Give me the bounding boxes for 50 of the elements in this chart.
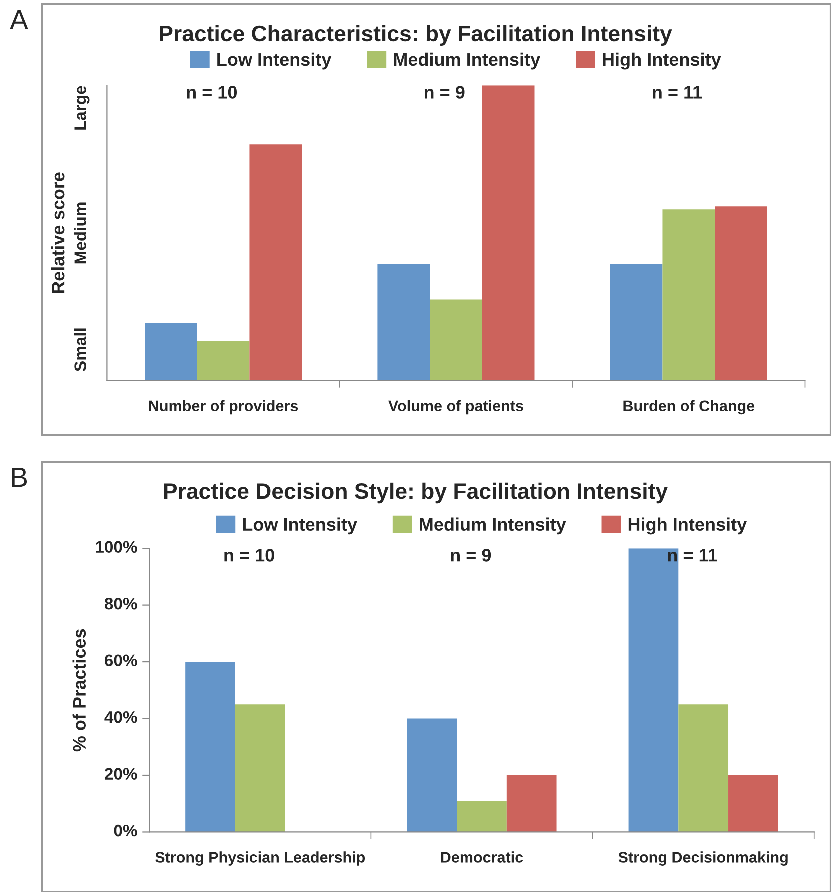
legend-label: High Intensity (603, 52, 722, 70)
annotation: n = 11 (668, 549, 718, 562)
bar (457, 801, 507, 832)
text: B (12, 468, 28, 488)
legend-label: Low Intensity (218, 52, 332, 70)
text: Large (74, 86, 90, 130)
bar (430, 300, 482, 381)
x-tick-label: Strong Physician Leadership (156, 852, 366, 866)
bar (235, 704, 286, 832)
bar (378, 264, 430, 381)
y-tick-label: 40% (104, 711, 138, 724)
text: Small (74, 328, 86, 372)
y-tick-label: 80% (104, 598, 138, 610)
x-tick-label: Strong Decisionmaking (618, 852, 788, 866)
y-tick-label: 60% (105, 654, 138, 667)
bar (610, 264, 663, 381)
x-tick-label: Burden of Change (624, 400, 755, 415)
bar (728, 776, 778, 832)
bar (186, 662, 236, 832)
text: A (10, 10, 28, 30)
bar (482, 86, 535, 381)
annotation: n = 10 (187, 86, 238, 99)
y-axis-title: Relative score (51, 172, 65, 294)
legend-label: Medium Intensity (394, 52, 540, 70)
bar (506, 776, 557, 832)
annotation: n = 10 (224, 549, 274, 562)
chart-title: Practice Decision Style: by Facilitation Intensity (164, 482, 668, 504)
y-tick-label: 20% (104, 768, 138, 780)
bar (678, 704, 729, 832)
bar (250, 144, 302, 381)
y-tick-label: 0% (114, 824, 138, 837)
legend-label: Medium Intensity (420, 518, 566, 535)
x-tick-label: Democratic (441, 852, 524, 863)
bar (407, 718, 458, 832)
bar (145, 323, 198, 381)
annotation: n = 9 (451, 549, 492, 562)
bar (662, 210, 716, 381)
bar (628, 548, 679, 832)
bar (715, 206, 768, 381)
annotation: n = 9 (424, 86, 465, 99)
bar (197, 341, 250, 381)
x-tick-label: Number of providers (149, 400, 298, 415)
text: Medium (74, 202, 86, 264)
y-axis-title: % of Practices (72, 629, 86, 752)
y-tick-label: 100% (96, 541, 138, 554)
annotation: n = 11 (653, 86, 702, 99)
x-tick-label: Volume of patients (388, 400, 524, 415)
legend-label: Low Intensity (243, 518, 358, 535)
legend-label: High Intensity (628, 518, 748, 535)
chart-title: Practice Characteristics: by Facilitation Intensity (160, 25, 672, 46)
